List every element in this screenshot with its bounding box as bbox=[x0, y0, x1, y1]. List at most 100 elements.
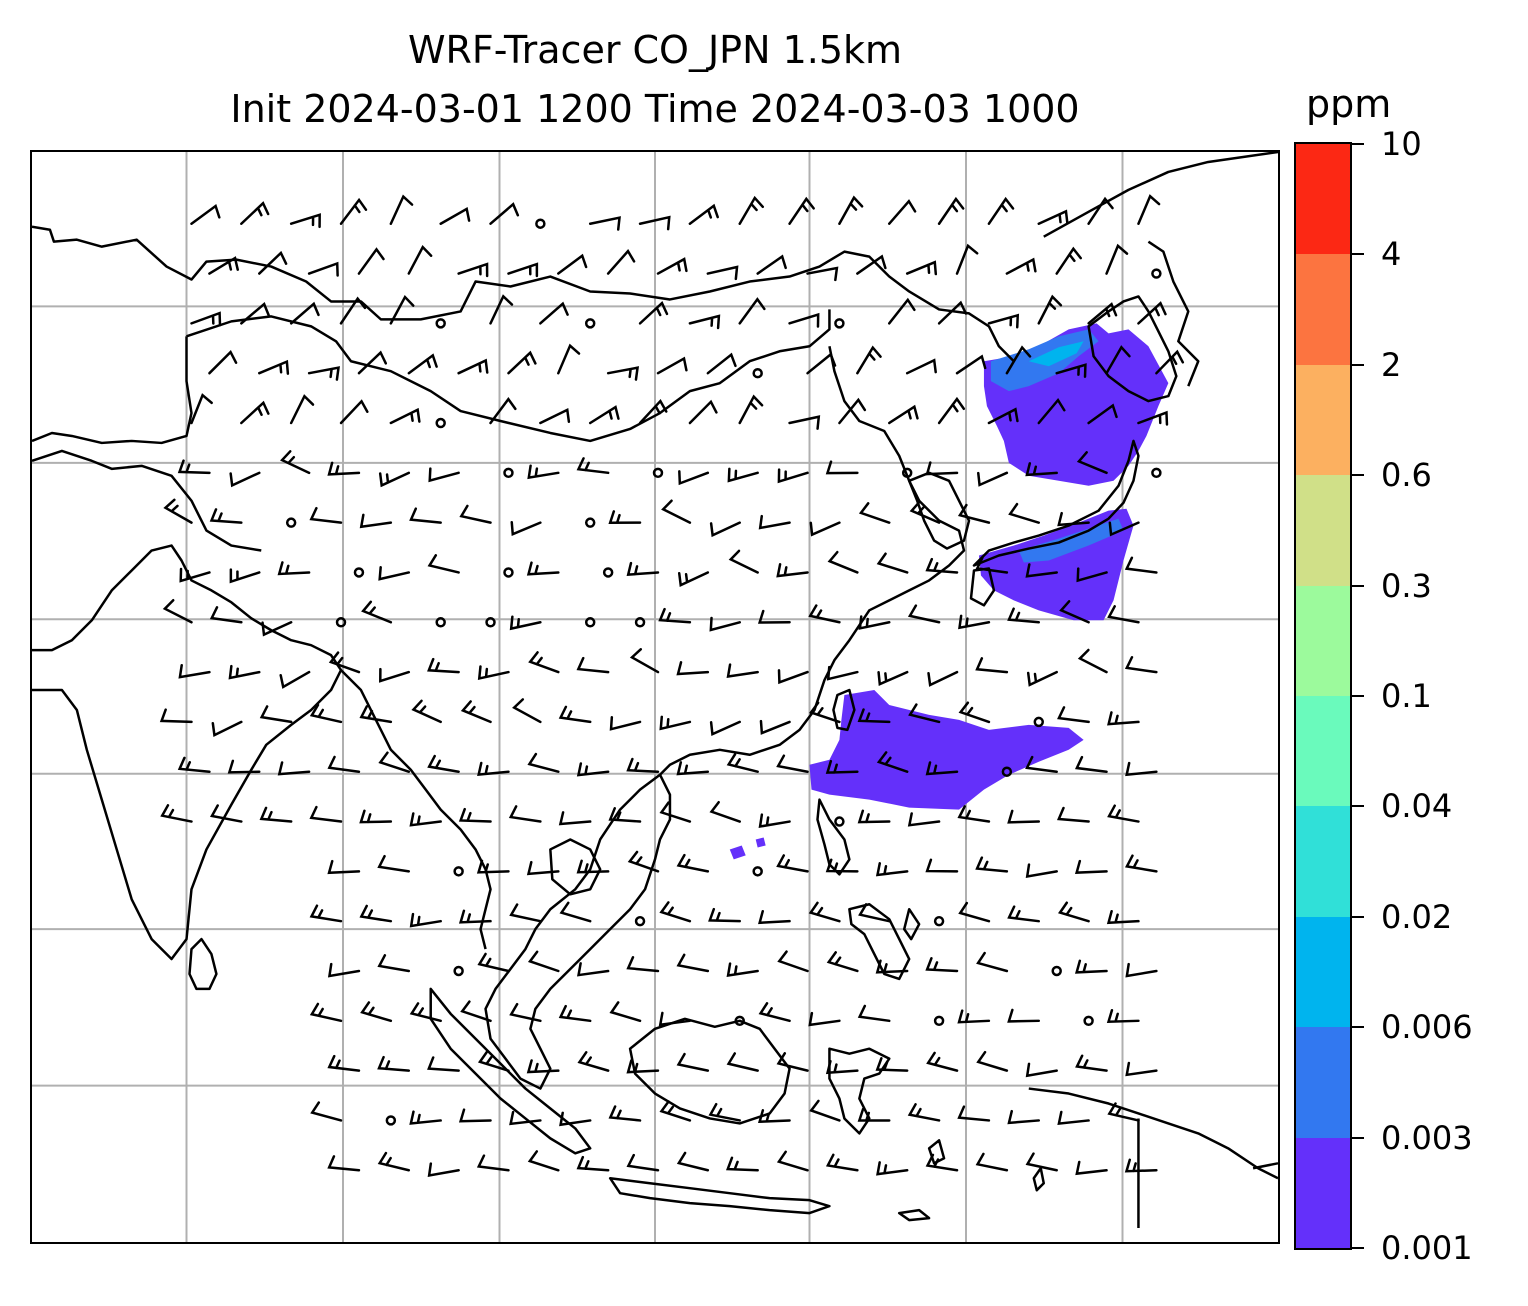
wind-barb bbox=[688, 314, 721, 330]
wind-barb bbox=[958, 701, 991, 724]
wind-barb bbox=[177, 756, 211, 773]
wind-barb bbox=[428, 467, 460, 483]
wind-barb bbox=[1074, 755, 1108, 773]
wind-barb bbox=[838, 397, 867, 425]
wind-barb bbox=[626, 955, 660, 973]
wind-barb bbox=[678, 470, 710, 486]
calm-wind-circle bbox=[652, 467, 664, 479]
wind-barb bbox=[726, 663, 759, 678]
wind-barb bbox=[190, 393, 213, 425]
wind-barb bbox=[377, 1055, 411, 1072]
wind-barb bbox=[955, 354, 987, 375]
wind-barb bbox=[825, 460, 859, 475]
wind-barb bbox=[277, 761, 311, 776]
calm-wind-circle bbox=[752, 866, 763, 877]
wind-barb bbox=[527, 464, 560, 480]
wind-barb bbox=[1106, 909, 1140, 925]
wind-barb bbox=[558, 811, 592, 826]
map-canvas bbox=[32, 152, 1278, 1242]
wind-barb bbox=[987, 313, 1020, 329]
wind-barb bbox=[539, 407, 571, 425]
wind-barb bbox=[1087, 196, 1114, 225]
wind-barb bbox=[360, 1001, 393, 1023]
wind-barb bbox=[477, 952, 510, 973]
wind-barb bbox=[512, 698, 542, 724]
wind-barb bbox=[526, 1059, 560, 1074]
wind-barb bbox=[1005, 345, 1032, 375]
wind-barb bbox=[1105, 243, 1129, 275]
wind-barb bbox=[509, 615, 542, 631]
wind-barb bbox=[327, 859, 361, 875]
wind-barb bbox=[888, 297, 916, 325]
colorbar-tick bbox=[1352, 695, 1364, 697]
wind-barb bbox=[758, 514, 791, 530]
wind-barb bbox=[609, 715, 642, 731]
wind-barb bbox=[527, 950, 560, 973]
calm-wind-circle bbox=[734, 1015, 745, 1027]
wind-barb bbox=[856, 345, 882, 375]
wind-barb bbox=[261, 621, 293, 637]
plume-fleck-1 bbox=[729, 845, 746, 860]
wind-barb bbox=[208, 256, 239, 275]
calm-wind-circle bbox=[503, 467, 514, 479]
wind-barb bbox=[808, 1011, 841, 1027]
wind-barb bbox=[289, 394, 315, 425]
wind-barb bbox=[209, 804, 243, 823]
wind-barb bbox=[1007, 905, 1041, 923]
wind-barb bbox=[758, 813, 791, 829]
wind-barb bbox=[706, 265, 739, 281]
wind-barb bbox=[808, 701, 841, 724]
wind-barb bbox=[309, 805, 343, 823]
wind-barb bbox=[427, 1056, 460, 1072]
calm-wind-circle bbox=[453, 866, 464, 877]
wind-barb bbox=[289, 301, 320, 325]
wind-barb bbox=[458, 909, 492, 924]
wind-barb bbox=[359, 513, 393, 529]
map-panel[interactable] bbox=[30, 150, 1280, 1244]
wind-barb bbox=[1075, 1054, 1108, 1072]
colorbar-tick bbox=[1352, 474, 1364, 477]
calm-wind-circle bbox=[1151, 268, 1162, 279]
wind-barb bbox=[925, 557, 959, 574]
wind-barb bbox=[1075, 1160, 1108, 1176]
calm-wind-circle bbox=[752, 367, 763, 379]
wind-barb bbox=[1058, 901, 1090, 923]
wind-barb bbox=[808, 604, 841, 624]
calm-wind-circle bbox=[335, 617, 347, 628]
wind-barb bbox=[240, 400, 270, 425]
wind-barb bbox=[957, 503, 991, 524]
wind-barb bbox=[1125, 1061, 1158, 1077]
wind-barb bbox=[877, 670, 909, 686]
wind-barb bbox=[688, 399, 718, 425]
calm-wind-circle bbox=[353, 567, 365, 578]
wind-barb bbox=[576, 859, 610, 874]
wind-barb bbox=[507, 262, 539, 278]
wind-barb bbox=[379, 667, 411, 683]
wind-barb bbox=[825, 1059, 859, 1075]
wind-barb bbox=[1105, 345, 1131, 375]
wind-barb bbox=[857, 809, 891, 824]
wind-barb bbox=[626, 1153, 660, 1172]
wind-barb bbox=[477, 665, 510, 681]
wind-barb bbox=[489, 396, 517, 425]
colorbar-segment bbox=[1296, 474, 1350, 586]
colorbar-segment bbox=[1296, 585, 1350, 696]
wind-barb bbox=[709, 521, 741, 538]
calm-wind-circle bbox=[584, 318, 596, 329]
wind-barb bbox=[709, 616, 741, 632]
wind-barb bbox=[510, 520, 542, 537]
wind-barb bbox=[958, 614, 991, 630]
wind-barb bbox=[806, 266, 839, 282]
wind-barb bbox=[955, 243, 979, 275]
wind-barb bbox=[227, 759, 261, 774]
wind-barb bbox=[1056, 806, 1090, 823]
wind-barb bbox=[1025, 563, 1058, 578]
calm-wind-circle bbox=[435, 417, 446, 429]
wind-barb bbox=[307, 366, 340, 381]
wind-barb bbox=[857, 708, 891, 724]
wind-barb bbox=[527, 752, 560, 773]
colorbar-tick-label: 0.006 bbox=[1381, 1008, 1473, 1047]
wind-barb bbox=[460, 1000, 492, 1023]
wind-barb bbox=[659, 1100, 692, 1122]
wind-barb bbox=[806, 352, 837, 375]
